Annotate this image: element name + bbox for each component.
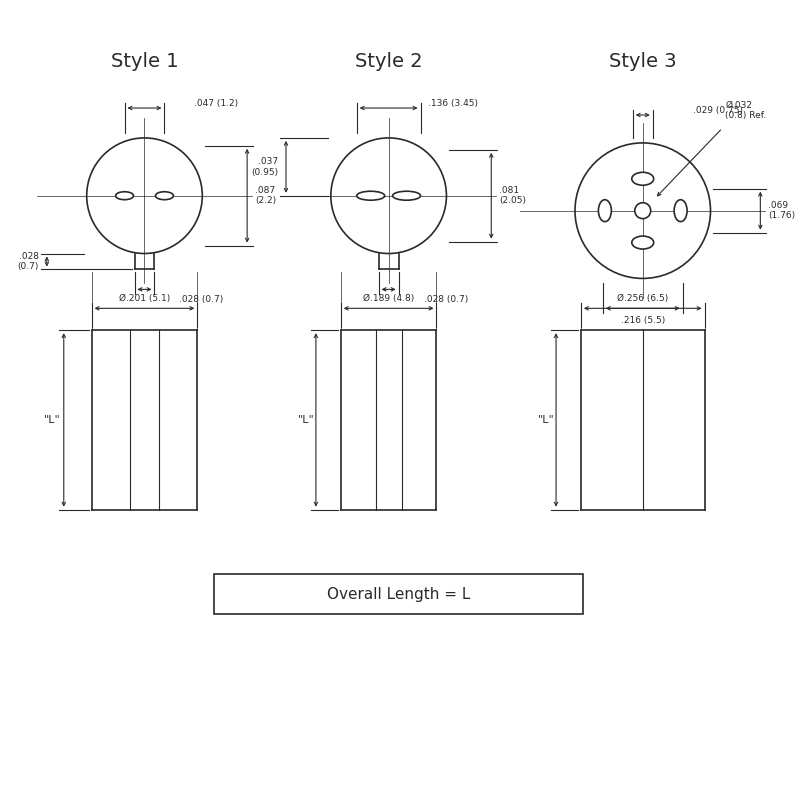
Ellipse shape <box>393 191 421 200</box>
Ellipse shape <box>598 200 611 222</box>
Text: .087
(2.2): .087 (2.2) <box>255 186 276 206</box>
Text: "L": "L" <box>43 415 60 425</box>
Text: Ø.256 (6.5): Ø.256 (6.5) <box>617 294 668 303</box>
Text: .136 (3.45): .136 (3.45) <box>429 98 478 107</box>
Text: "L": "L" <box>538 415 554 425</box>
Text: .029 (0.75): .029 (0.75) <box>693 106 742 114</box>
Text: .216 (5.5): .216 (5.5) <box>621 316 665 325</box>
Ellipse shape <box>674 200 687 222</box>
Text: Style 2: Style 2 <box>355 52 422 70</box>
Ellipse shape <box>155 192 174 200</box>
Text: .081
(2.05): .081 (2.05) <box>499 186 526 206</box>
Ellipse shape <box>632 236 654 249</box>
Text: Style 1: Style 1 <box>110 52 178 70</box>
Text: Ø.189 (4.8): Ø.189 (4.8) <box>363 294 414 303</box>
Text: "L": "L" <box>298 415 314 425</box>
Text: .028
(0.7): .028 (0.7) <box>18 252 39 271</box>
Circle shape <box>634 202 650 218</box>
Ellipse shape <box>357 191 385 200</box>
Text: Ø.032
(0.8) Ref.: Ø.032 (0.8) Ref. <box>726 101 766 120</box>
Bar <box>214 574 583 614</box>
Text: .028 (0.7): .028 (0.7) <box>423 295 468 304</box>
Text: .037
(0.95): .037 (0.95) <box>251 157 278 177</box>
Ellipse shape <box>115 192 134 200</box>
Text: Overall Length = L: Overall Length = L <box>327 587 470 602</box>
Text: .069
(1.76): .069 (1.76) <box>768 201 795 220</box>
Text: .047 (1.2): .047 (1.2) <box>194 98 238 107</box>
Text: Ø.201 (5.1): Ø.201 (5.1) <box>119 294 170 303</box>
Ellipse shape <box>632 172 654 186</box>
Text: Style 3: Style 3 <box>609 52 677 70</box>
Text: .028 (0.7): .028 (0.7) <box>179 295 224 304</box>
